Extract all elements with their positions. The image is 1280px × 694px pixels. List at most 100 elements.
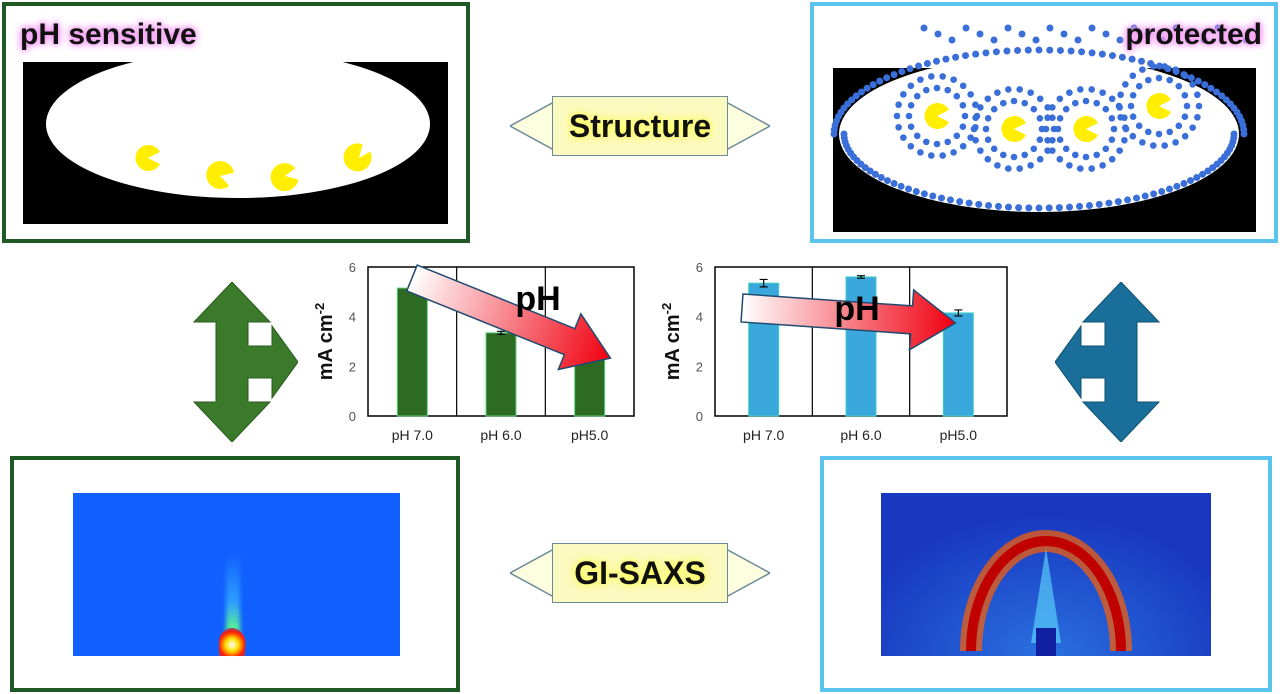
lipid-dot [1024,46,1032,54]
lipid-dot [1067,47,1075,55]
lipid-dot [1115,102,1123,110]
lipid-dot [1066,162,1073,169]
lipid-dot [1099,89,1106,96]
lipid-dot [939,152,946,159]
y-axis-label: mA cm-2 [659,303,684,381]
y-axis-label: mA cm-2 [312,303,337,381]
lipid-dot [883,74,891,82]
lipid-dot [953,132,961,140]
lipid-dot [999,99,1007,107]
lipid-dot [1032,36,1040,44]
y-axis-label-main: mA cm [315,314,337,380]
lipid-dot [990,105,998,113]
lipid-dot [1036,136,1044,144]
pacman-molecule [1001,116,1026,142]
lipid-dot [1049,104,1056,111]
lipid-dot [876,77,884,85]
lipid-dot [946,196,954,204]
lipid-dot [1173,182,1181,190]
lipid-dot [990,145,998,153]
lipid-dot [1085,201,1093,209]
lipid-dot [1209,164,1217,172]
lipid-dot [1128,55,1136,63]
lipid-dot [1062,145,1070,153]
lipid-dot [1030,145,1038,153]
lipid-dot [897,182,905,190]
structure-double-arrow: Structure [510,96,770,156]
lipid-dot [994,89,1001,96]
lipid-dot [977,147,984,154]
lipid-dot [1165,185,1173,193]
lipid-dot [883,177,891,185]
y-tick-label: 4 [696,310,703,325]
lipid-dot [1102,105,1110,113]
lipid-dot [944,138,952,146]
lipid-dot [1093,99,1101,107]
lipid-dot [933,57,940,65]
lipid-dot [1135,82,1143,90]
lipid-dot [933,140,941,148]
y-tick-label: 0 [349,409,356,424]
lipid-dot [967,134,974,141]
lipid-dot [1121,136,1128,144]
lipid-dot [895,123,902,131]
lipid-dot [1044,147,1051,154]
lipid-dot [1187,74,1195,82]
lipid-dot [959,101,967,109]
lipid-dot [1066,89,1073,96]
lipid-dot [961,112,969,120]
lipid-dot [1155,62,1163,70]
x-tick-label: pH5.0 [571,427,609,443]
lipid-dot [1082,97,1090,105]
lipid-dot [1129,72,1137,80]
lipid-dot [922,138,930,146]
gisaxs-double-arrow: GI-SAXS [510,543,770,603]
lipid-dot [1181,91,1189,99]
lipid-dot [1166,76,1174,84]
x-tick-label: pH 6.0 [840,427,881,443]
lipid-dot [913,92,921,100]
lipid-dot [1158,36,1166,44]
lipid-dot [863,84,871,92]
error-bar [954,309,963,317]
lipid-dot [1044,114,1051,122]
lipid-dot [871,170,879,178]
lipid-dot [1213,88,1221,96]
lipid-dot [1161,63,1168,70]
lipid-dot [1076,202,1084,210]
lipid-dot [1158,188,1166,196]
gisaxs-protected-panel [820,456,1272,692]
lipid-dot [970,125,978,133]
lipid-dot [1093,151,1101,159]
ph-arrow-label: pH [515,280,560,318]
lipid-dot [1044,136,1051,144]
lipid-dot [1116,147,1123,154]
lipid-dot [1181,132,1189,140]
lipid-dot [977,104,984,111]
lipid-dot [1108,155,1116,163]
gisaxs-ph-sensitive-panel [10,456,460,692]
lipid-dot [857,88,865,96]
lipid-dot [1004,24,1012,32]
y-tick-label: 4 [349,310,356,325]
lipid-dot [1175,82,1183,90]
lipid-dot [922,86,930,94]
lipid-dot [1027,162,1034,169]
lipid-dot [1200,36,1208,44]
lipid-dot [907,82,915,90]
lipid-dot [959,82,967,90]
lipid-dot [869,81,877,89]
lipid-dot [962,24,970,32]
lipid-dot [1056,114,1064,122]
ph-sensitive-title: pH sensitive [20,18,197,51]
lipid-dot [1015,204,1023,212]
lipid-dot [1194,91,1201,99]
lipid-dot [1054,125,1062,133]
lipid-dot [1049,136,1056,144]
lipid-dot [1045,204,1053,212]
lipid-dot [1014,46,1022,54]
x-tick-label: pH 7.0 [392,427,433,443]
lipid-dot [1074,36,1082,44]
lipid-dot [913,132,921,140]
lipid-dot [944,86,952,94]
